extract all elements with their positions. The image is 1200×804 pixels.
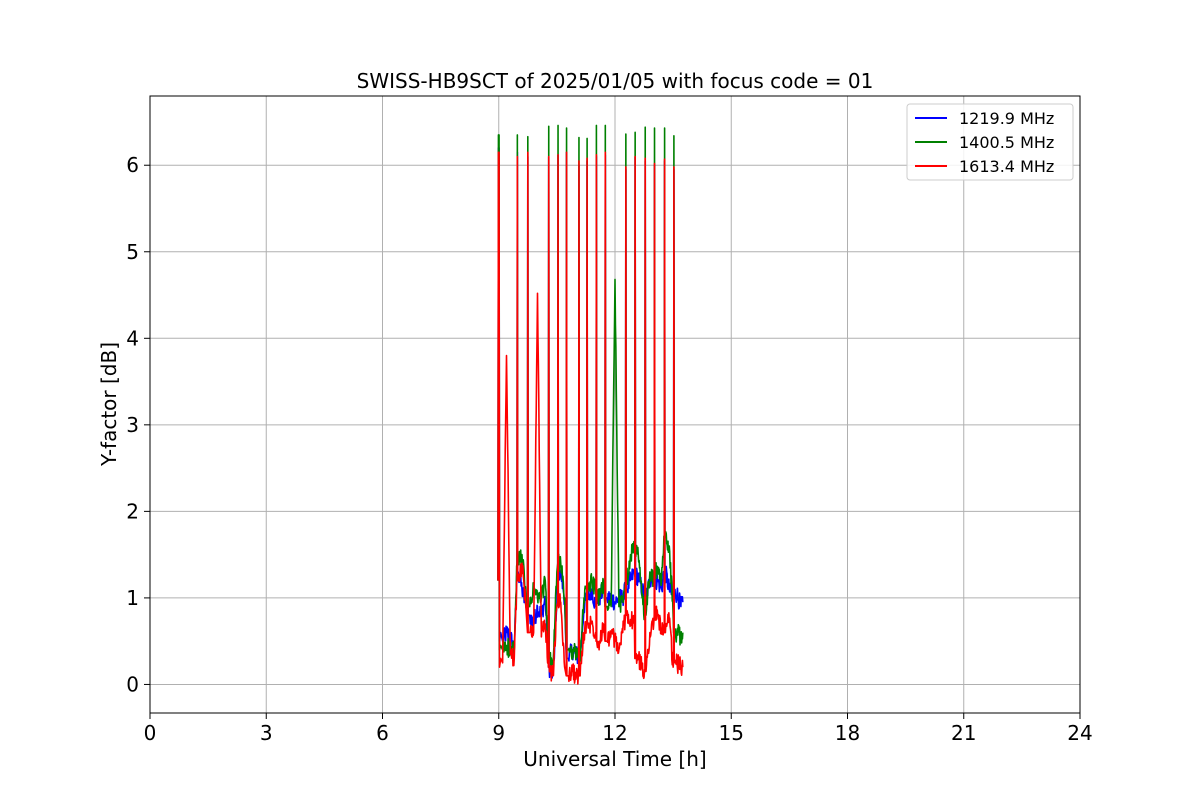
x-tick-label: 0 (144, 721, 157, 745)
legend: 1219.9 MHz 1400.5 MHz 1613.4 MHz (906, 103, 1074, 181)
x-tick-label: 21 (951, 721, 976, 745)
x-tick-label: 18 (835, 721, 860, 745)
legend-label: 1613.4 MHz (959, 157, 1054, 176)
y-tick-label: 6 (126, 153, 139, 177)
x-tick-label: 3 (260, 721, 273, 745)
legend-label: 1400.5 MHz (959, 133, 1054, 152)
y-tick-label: 3 (126, 413, 139, 437)
legend-label: 1219.9 MHz (959, 109, 1054, 128)
x-tick-label: 6 (376, 721, 389, 745)
series-layer (497, 124, 684, 685)
x-axis-label: Universal Time [h] (523, 747, 706, 771)
y-tick-label: 5 (126, 240, 139, 264)
legend-box (906, 103, 1074, 181)
y-tick-label: 2 (126, 499, 139, 523)
x-tick-label: 24 (1067, 721, 1092, 745)
x-tick-label: 15 (719, 721, 744, 745)
x-tick-label: 12 (602, 721, 627, 745)
chart-title: SWISS-HB9SCT of 2025/01/05 with focus co… (357, 69, 874, 93)
y-axis-label: Y-factor [dB] (97, 342, 121, 467)
y-tick-label: 4 (126, 326, 139, 350)
y-tick-label: 1 (126, 586, 139, 610)
series-line-3 (497, 151, 684, 685)
x-tick-label: 9 (492, 721, 505, 745)
y-tick-label: 0 (126, 672, 139, 696)
